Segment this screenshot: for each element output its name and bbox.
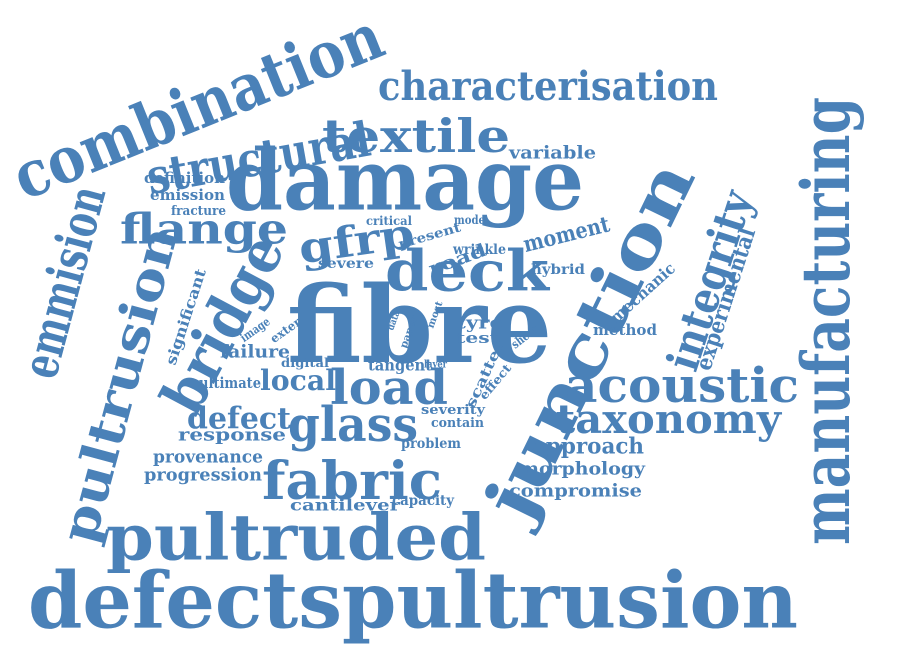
word-approach: approach [532, 433, 644, 459]
word-layer: layer [424, 358, 447, 370]
word-fibre: fibre [287, 262, 552, 388]
word-glass: glass [288, 395, 418, 453]
word-characterisation: characterisation [378, 62, 718, 110]
word-digital: digital [281, 355, 329, 371]
word-method: method [593, 320, 657, 339]
word-emission: emission [150, 185, 225, 204]
word-severity: severity [421, 401, 485, 418]
word-cantilever: cantilever [290, 495, 400, 515]
word-test: test [456, 328, 499, 347]
word-defectspultrusion: defectspultrusion [28, 553, 798, 647]
word-manufacturing: manufacturing [787, 97, 865, 545]
word-problem: problem [401, 434, 461, 452]
word-definition: definition [144, 168, 225, 187]
word-taxonomy: taxonomy [556, 395, 781, 443]
word-contain: contain [431, 414, 484, 431]
word-load: load [330, 358, 448, 416]
word-local: local [260, 363, 336, 397]
word-progression: progression [144, 463, 262, 485]
word-response: response [178, 423, 286, 445]
word-compromise: compromise [509, 479, 642, 501]
word-damage: damage [226, 130, 584, 230]
word-flange: flange [120, 204, 288, 254]
word-mode: mode [454, 212, 485, 228]
word-fabric: fabric [262, 450, 442, 512]
word-wrinkle: wrinkle [453, 240, 506, 258]
word-fracture: fracture [171, 202, 226, 219]
word-acoustic: acoustic [565, 356, 799, 414]
word-defect: defect [187, 400, 291, 436]
word-deck: deck [385, 237, 549, 305]
word-pultruded: pultruded [106, 499, 486, 575]
word-capacity: capacity [392, 491, 454, 509]
word-ultimate: ultimate [199, 373, 261, 392]
word-morphology: morphology [519, 457, 645, 479]
word-tyre: tyre [456, 312, 503, 333]
word-severe: severe [318, 254, 374, 272]
word-textile: textile [322, 108, 510, 164]
word-hybrid: hybrid [531, 260, 585, 278]
word-critical: critical [366, 213, 412, 229]
word-failure: failure [220, 340, 290, 362]
word-provenance: provenance [153, 445, 263, 467]
word-tangent: tangent [368, 355, 432, 375]
word-variable: variable [509, 141, 596, 163]
